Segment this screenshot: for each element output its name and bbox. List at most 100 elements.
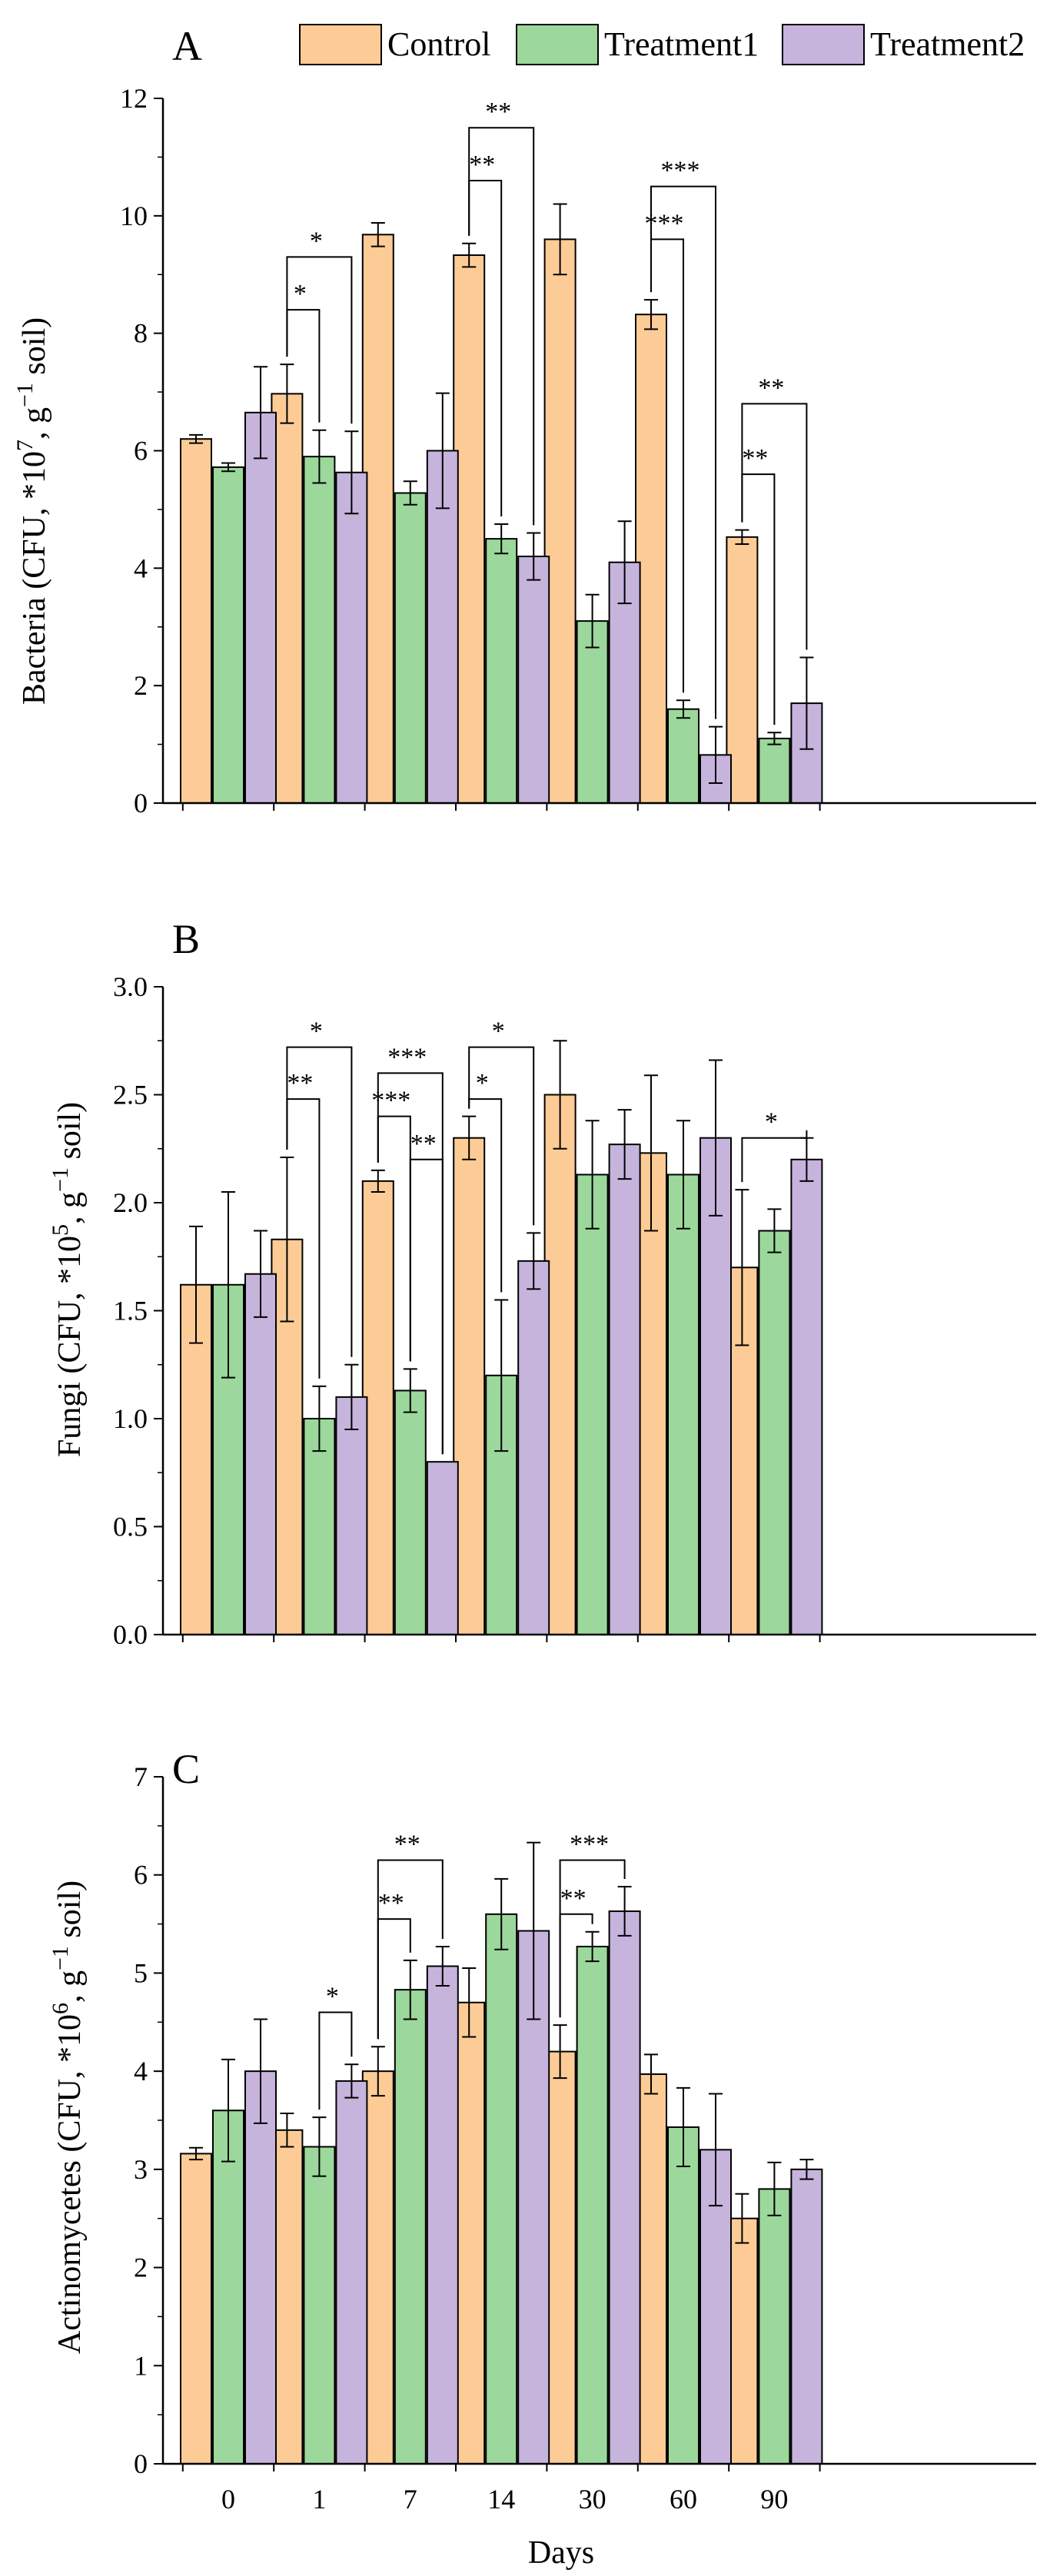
y-tick-label: 1 bbox=[134, 2350, 148, 2381]
bar-treatment2-day-1 bbox=[335, 2080, 368, 2465]
bar-control-day-90 bbox=[726, 536, 759, 805]
y-axis-title-end: soil) bbox=[52, 1102, 88, 1167]
bar-treatment1-day-90 bbox=[758, 1230, 791, 1635]
bar-treatment1-day-14 bbox=[485, 538, 518, 804]
y-axis-title-main: Bacteria (CFU, *10 bbox=[17, 451, 52, 705]
y-axis-title-exponent2: −1 bbox=[48, 1946, 73, 1970]
error-bar-treatment1-day-14 bbox=[494, 1299, 509, 1452]
significance-bracket: ** bbox=[377, 1831, 444, 2040]
bar-control-day-30 bbox=[543, 2050, 577, 2465]
error-bar-treatment2-day-14 bbox=[527, 1841, 541, 2020]
error-bar-control-day-60 bbox=[644, 299, 658, 330]
significance-label: ** bbox=[742, 444, 768, 473]
error-bar-control-day-60 bbox=[644, 2053, 658, 2095]
significance-bracket: ** bbox=[409, 1130, 444, 1455]
error-bar-treatment2-day-0 bbox=[254, 1230, 267, 1318]
bar-treatment2-day-14 bbox=[517, 556, 550, 804]
significance-label: * bbox=[310, 1017, 323, 1046]
y-axis-title-exponent: 7 bbox=[12, 440, 38, 451]
y-axis-title-exponent: 5 bbox=[48, 1224, 73, 1236]
y-axis-title-main: Actinomycetes (CFU, *10 bbox=[52, 2014, 88, 2354]
error-bar-treatment2-day-7 bbox=[435, 1945, 450, 1987]
error-bar-treatment1-day-7 bbox=[403, 1368, 417, 1413]
bar-control-day-14 bbox=[453, 1137, 486, 1635]
error-bar-treatment1-day-14 bbox=[494, 1877, 509, 1950]
y-axis-title-mid: , g bbox=[52, 1192, 88, 1224]
error-bar-control-day-7 bbox=[371, 2046, 385, 2097]
bar-treatment2-day-90 bbox=[790, 1158, 823, 1636]
legend-label-control: Control bbox=[387, 25, 490, 63]
error-bar-treatment1-day-7 bbox=[403, 1959, 417, 2020]
y-axis-title-mid: , g bbox=[52, 1970, 88, 2003]
significance-bracket: * bbox=[286, 1017, 353, 1357]
y-tick-label: 3 bbox=[134, 2154, 148, 2185]
y-tick-label: 7 bbox=[134, 1761, 148, 1792]
y-axis-title-end: soil) bbox=[52, 1881, 88, 1946]
significance-label: ** bbox=[469, 151, 495, 179]
bar-treatment1-day-60 bbox=[667, 2126, 699, 2465]
error-bar-control-day-1 bbox=[280, 2113, 294, 2148]
bar-treatment1-day-1 bbox=[303, 2146, 336, 2465]
significance-label: * bbox=[294, 280, 307, 308]
legend-label-treatment1: Treatment1 bbox=[604, 25, 759, 63]
legend: Control Treatment1 Treatment2 bbox=[299, 24, 1025, 65]
error-bar-treatment1-day-0 bbox=[221, 2058, 235, 2163]
error-bar-control-day-14 bbox=[462, 242, 477, 268]
y-axis-title: Actinomycetes (CFU, *106, g−1 soil) bbox=[48, 1881, 88, 2354]
x-tick-label: 0 bbox=[221, 2484, 235, 2515]
bar-treatment1-day-0 bbox=[212, 2110, 244, 2465]
bar-control-day-0 bbox=[180, 2153, 212, 2465]
bar-treatment1-day-7 bbox=[394, 1389, 427, 1635]
y-axis-title-main: Fungi (CFU, *10 bbox=[52, 1236, 88, 1457]
x-tick-label: 14 bbox=[487, 2484, 515, 2515]
significance-label: * bbox=[492, 1017, 505, 1046]
bar-treatment2-day-1 bbox=[335, 471, 368, 804]
error-bar-control-day-7 bbox=[371, 222, 385, 247]
x-tick-label: 60 bbox=[670, 2484, 697, 2515]
error-bar-control-day-14 bbox=[462, 1967, 477, 2038]
y-axis-title-exponent2: −1 bbox=[12, 383, 38, 407]
y-tick-label: 2 bbox=[134, 2252, 148, 2283]
error-bar-control-day-7 bbox=[371, 1169, 385, 1193]
bar-treatment2-day-30 bbox=[608, 1910, 641, 2465]
error-bar-control-day-90 bbox=[735, 1189, 749, 1346]
error-bar-treatment2-day-30 bbox=[617, 520, 632, 605]
error-bar-treatment2-day-0 bbox=[254, 366, 267, 460]
error-bar-control-day-0 bbox=[189, 1225, 203, 1344]
bar-treatment1-day-14 bbox=[485, 1913, 518, 2465]
panel-letter: A bbox=[172, 23, 202, 69]
significance-label: * bbox=[765, 1108, 778, 1137]
significance-label: ** bbox=[287, 1069, 313, 1097]
y-tick-label: 4 bbox=[134, 553, 148, 583]
x-tick-label: 30 bbox=[579, 2484, 606, 2515]
error-bar-control-day-30 bbox=[553, 2024, 567, 2080]
legend-label-treatment2: Treatment2 bbox=[870, 25, 1025, 63]
bar-treatment1-day-90 bbox=[758, 737, 791, 804]
y-tick-label: 2 bbox=[134, 670, 148, 701]
bar-treatment1-day-1 bbox=[303, 456, 336, 804]
error-bar-treatment2-day-0 bbox=[254, 2018, 267, 2124]
bar-treatment2-day-0 bbox=[244, 411, 277, 804]
bar-treatment1-day-1 bbox=[303, 1418, 336, 1635]
legend-swatch-control bbox=[299, 24, 382, 65]
error-bar-treatment1-day-60 bbox=[676, 1120, 690, 1230]
error-bar-control-day-1 bbox=[280, 1156, 294, 1323]
error-bar-control-day-30 bbox=[553, 203, 567, 276]
x-axis-title: Days bbox=[528, 2535, 594, 2571]
bar-treatment1-day-30 bbox=[576, 1945, 609, 2465]
bar-treatment2-day-30 bbox=[608, 561, 641, 804]
error-bar-control-day-0 bbox=[189, 2146, 203, 2161]
significance-label: ** bbox=[758, 373, 784, 402]
significance-bracket: * bbox=[468, 1017, 535, 1226]
bar-treatment2-day-14 bbox=[517, 1260, 550, 1635]
y-tick-label: 10 bbox=[120, 201, 148, 231]
error-bar-treatment2-day-30 bbox=[617, 1886, 632, 1937]
bar-treatment1-day-30 bbox=[576, 620, 609, 804]
error-bar-control-day-14 bbox=[462, 1115, 477, 1160]
error-bar-treatment2-day-60 bbox=[709, 1059, 723, 1217]
y-tick-label: 12 bbox=[120, 83, 148, 114]
error-bar-treatment1-day-90 bbox=[767, 732, 782, 745]
panel-letter: C bbox=[172, 1746, 200, 1792]
error-bar-control-day-90 bbox=[735, 2193, 749, 2244]
